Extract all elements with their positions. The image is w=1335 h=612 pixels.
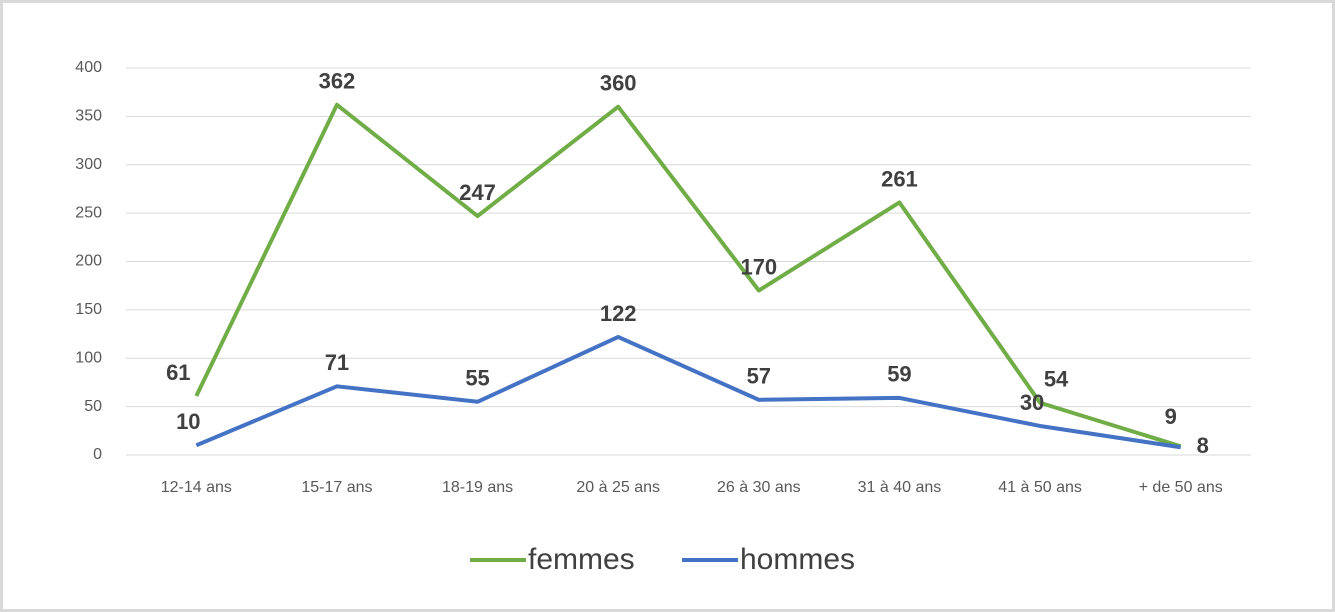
x-tick-label: 12-14 ans <box>161 479 232 496</box>
data-label: 10 <box>176 409 200 434</box>
data-label: 71 <box>325 350 349 375</box>
y-tick-label: 250 <box>75 204 102 221</box>
legend-label: femmes <box>528 543 635 576</box>
y-tick-label: 400 <box>75 59 102 76</box>
y-tick-label: 50 <box>84 398 102 415</box>
data-label: 55 <box>465 366 489 391</box>
data-label: 57 <box>747 364 771 389</box>
x-tick-label: 31 à 40 ans <box>858 479 942 496</box>
x-tick-label: 18-19 ans <box>442 479 513 496</box>
y-tick-label: 200 <box>75 253 102 270</box>
y-tick-label: 350 <box>75 108 102 125</box>
data-label: 59 <box>887 362 911 387</box>
series-line <box>194 102 1182 449</box>
data-label: 61 <box>166 360 190 385</box>
data-label: 261 <box>881 166 918 191</box>
y-tick-label: 100 <box>75 349 102 366</box>
data-label: 9 <box>1165 404 1177 429</box>
data-label: 8 <box>1197 433 1209 458</box>
data-label: 54 <box>1044 367 1069 392</box>
x-tick-label: 41 à 50 ans <box>998 479 1082 496</box>
x-tick-label: 20 à 25 ans <box>576 479 660 496</box>
y-tick-label: 0 <box>93 446 102 463</box>
x-tick-label: + de 50 ans <box>1139 479 1223 496</box>
x-tick-label: 15-17 ans <box>301 479 372 496</box>
data-label: 247 <box>459 180 496 205</box>
data-label: 360 <box>600 71 637 96</box>
y-tick-label: 300 <box>75 156 102 173</box>
data-label: 362 <box>319 69 356 94</box>
x-tick-label: 26 à 30 ans <box>717 479 801 496</box>
legend-label: hommes <box>740 543 855 576</box>
y-tick-label: 150 <box>75 301 102 318</box>
data-label: 122 <box>600 301 637 326</box>
data-label: 170 <box>740 254 777 279</box>
data-label: 30 <box>1020 390 1044 415</box>
series-line <box>195 334 1181 450</box>
